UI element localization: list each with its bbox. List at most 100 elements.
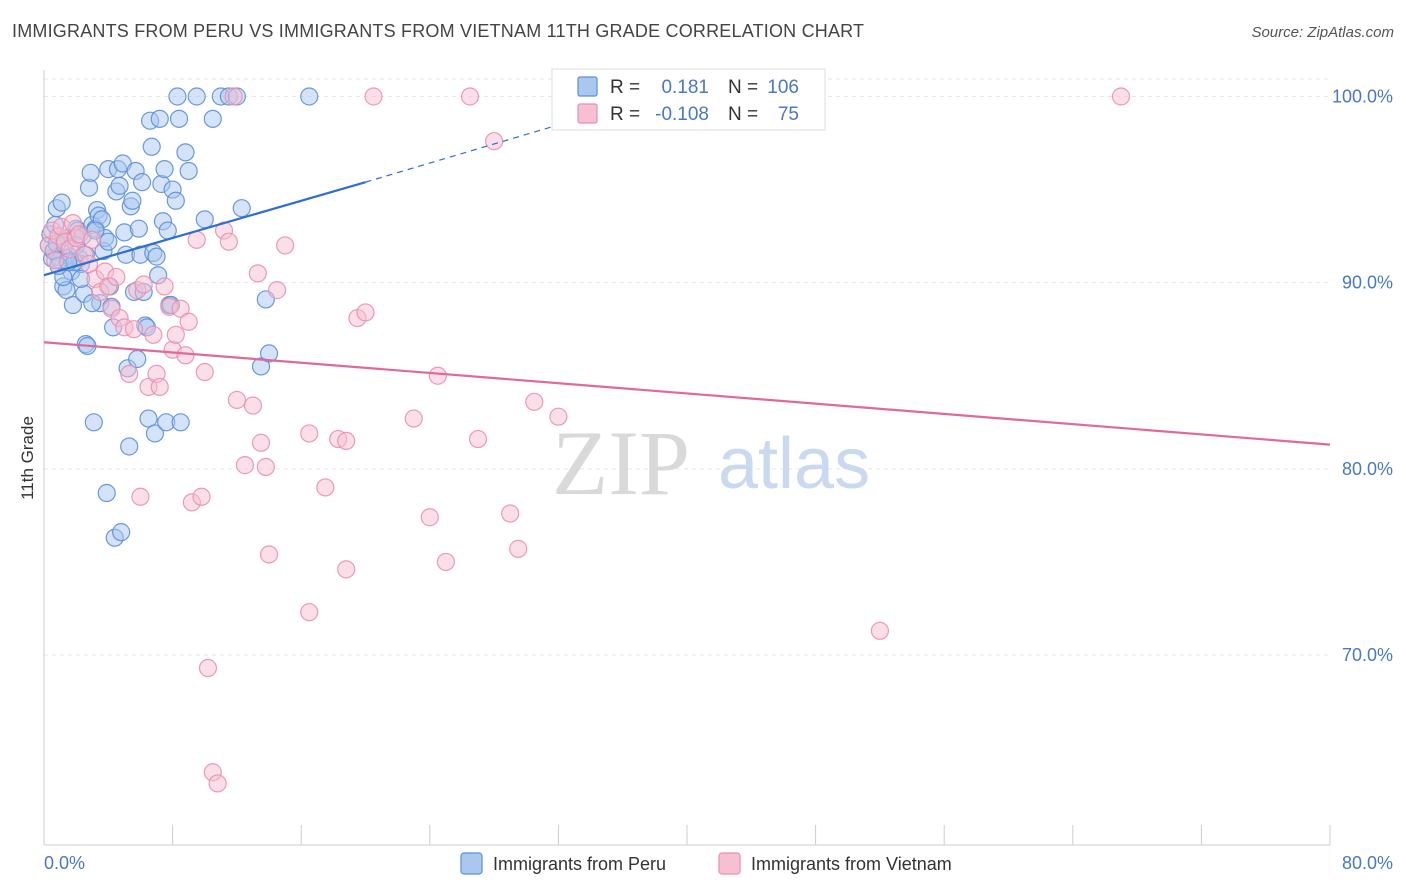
vietnam-point-43 xyxy=(208,774,227,793)
stats-swatch-peru xyxy=(577,76,598,97)
vietnam-point-12 xyxy=(83,230,102,249)
peru-point-78 xyxy=(169,109,189,128)
stats-r-label-vietnam: R = xyxy=(610,104,640,125)
vietnam-point-50 xyxy=(248,264,267,283)
peru-trend-line xyxy=(43,181,366,277)
chart-source: Source: ZipAtlas.com xyxy=(1251,24,1394,41)
vietnam-point-45 xyxy=(219,232,238,251)
peru-point-91 xyxy=(259,344,279,363)
vietnam-point-2 xyxy=(46,251,65,270)
watermark-atlas: atlas xyxy=(718,424,870,504)
peru-point-8 xyxy=(52,193,71,212)
peru-point-56 xyxy=(132,173,152,192)
vietnam-point-38 xyxy=(187,230,206,249)
vietnam-point-22 xyxy=(124,320,144,339)
vietnam-point-60 xyxy=(337,431,356,451)
stats-n-label-vietnam: N = xyxy=(728,104,758,125)
stats-n-value-peru: 106 xyxy=(767,77,799,98)
vietnam-point-49 xyxy=(243,396,263,415)
vietnam-point-34 xyxy=(171,299,190,318)
peru-point-72 xyxy=(158,221,177,240)
axes xyxy=(43,70,1331,846)
vietnam-point-35 xyxy=(176,346,195,365)
vietnam-point-25 xyxy=(134,275,153,294)
stats-r-value-peru: 0.181 xyxy=(661,77,709,98)
peru-point-89 xyxy=(251,357,271,376)
peru-point-64 xyxy=(145,424,165,443)
vietnam-point-77 xyxy=(870,621,890,640)
legend-label-vietnam: Immigrants from Vietnam xyxy=(751,854,952,874)
x-tick-labels: 0.0% 80.0% xyxy=(44,853,1393,873)
peru-point-34 xyxy=(97,483,116,503)
stats-n-value-vietnam: 75 xyxy=(778,104,799,125)
vietnam-trend-line xyxy=(43,341,1331,446)
peru-point-80 xyxy=(176,143,195,162)
stats-swatch-vietnam xyxy=(577,103,598,124)
peru-point-50 xyxy=(123,191,142,210)
legend-label-peru: Immigrants from Peru xyxy=(493,854,666,874)
peru-point-82 xyxy=(187,87,206,106)
vietnam-point-71 xyxy=(485,132,504,151)
vietnam-point-56 xyxy=(300,603,319,622)
vietnam-point-72 xyxy=(501,504,520,523)
peru-point-54 xyxy=(129,219,148,238)
y-tick-labels: 70.0% 80.0% 90.0% 100.0% xyxy=(1332,87,1393,666)
peru-point-81 xyxy=(179,161,198,181)
vietnam-point-33 xyxy=(166,325,185,344)
vietnam-point-63 xyxy=(356,303,375,322)
vietnam-point-78 xyxy=(1111,87,1131,106)
x-tick-label-max: 80.0% xyxy=(1342,853,1393,873)
y-tick-label-3: 100.0% xyxy=(1332,87,1393,107)
data-points xyxy=(39,87,1131,793)
y-tick-label-2: 90.0% xyxy=(1342,273,1393,293)
y-tick-label-1: 80.0% xyxy=(1342,459,1393,479)
peru-point-42 xyxy=(110,176,129,195)
peru-point-79 xyxy=(171,413,190,432)
peru-point-70 xyxy=(155,160,174,179)
vietnam-point-75 xyxy=(549,407,568,426)
legend-swatch-vietnam xyxy=(718,852,741,875)
vietnam-point-41 xyxy=(198,658,218,678)
peru-point-76 xyxy=(166,191,185,210)
vietnam-point-40 xyxy=(195,362,214,382)
watermark: ZIP atlas xyxy=(552,412,870,514)
vietnam-point-30 xyxy=(155,277,174,296)
vietnam-point-52 xyxy=(256,457,275,477)
vietnam-point-46 xyxy=(224,87,243,106)
legend-swatch-peru xyxy=(460,852,483,875)
vietnam-point-66 xyxy=(420,508,439,527)
vietnam-point-55 xyxy=(276,236,295,255)
peru-point-26 xyxy=(84,413,103,432)
vietnam-point-47 xyxy=(227,390,246,410)
vietnam-point-73 xyxy=(509,539,528,558)
chart-title: IMMIGRANTS FROM PERU VS IMMIGRANTS FROM … xyxy=(12,21,865,41)
vietnam-point-39 xyxy=(192,487,211,506)
vietnam-point-36 xyxy=(179,312,198,331)
vietnam-point-69 xyxy=(460,87,480,106)
vietnam-point-70 xyxy=(468,429,488,449)
vietnam-point-68 xyxy=(436,552,455,572)
peru-point-43 xyxy=(112,523,131,542)
peru-point-53 xyxy=(128,349,147,369)
y-tick-label-0: 70.0% xyxy=(1342,645,1393,665)
vietnam-point-18 xyxy=(107,267,126,287)
vietnam-point-67 xyxy=(428,366,447,385)
legend: Immigrants from Peru Immigrants from Vie… xyxy=(460,852,952,875)
vietnam-point-48 xyxy=(235,456,255,475)
vietnam-point-53 xyxy=(259,545,279,564)
peru-point-14 xyxy=(63,295,83,315)
vietnam-point-58 xyxy=(316,478,335,497)
vietnam-point-24 xyxy=(131,487,150,506)
stats-r-value-vietnam: -0.108 xyxy=(655,104,709,125)
peru-point-67 xyxy=(150,109,169,128)
vietnam-point-29 xyxy=(150,377,169,397)
vietnam-point-64 xyxy=(364,87,383,106)
peru-point-62 xyxy=(142,137,161,156)
peru-point-88 xyxy=(232,199,251,218)
vietnam-point-54 xyxy=(267,281,287,300)
peru-point-65 xyxy=(147,247,166,266)
peru-point-92 xyxy=(300,87,319,106)
vietnam-point-57 xyxy=(300,424,319,443)
vietnam-point-74 xyxy=(525,392,544,411)
